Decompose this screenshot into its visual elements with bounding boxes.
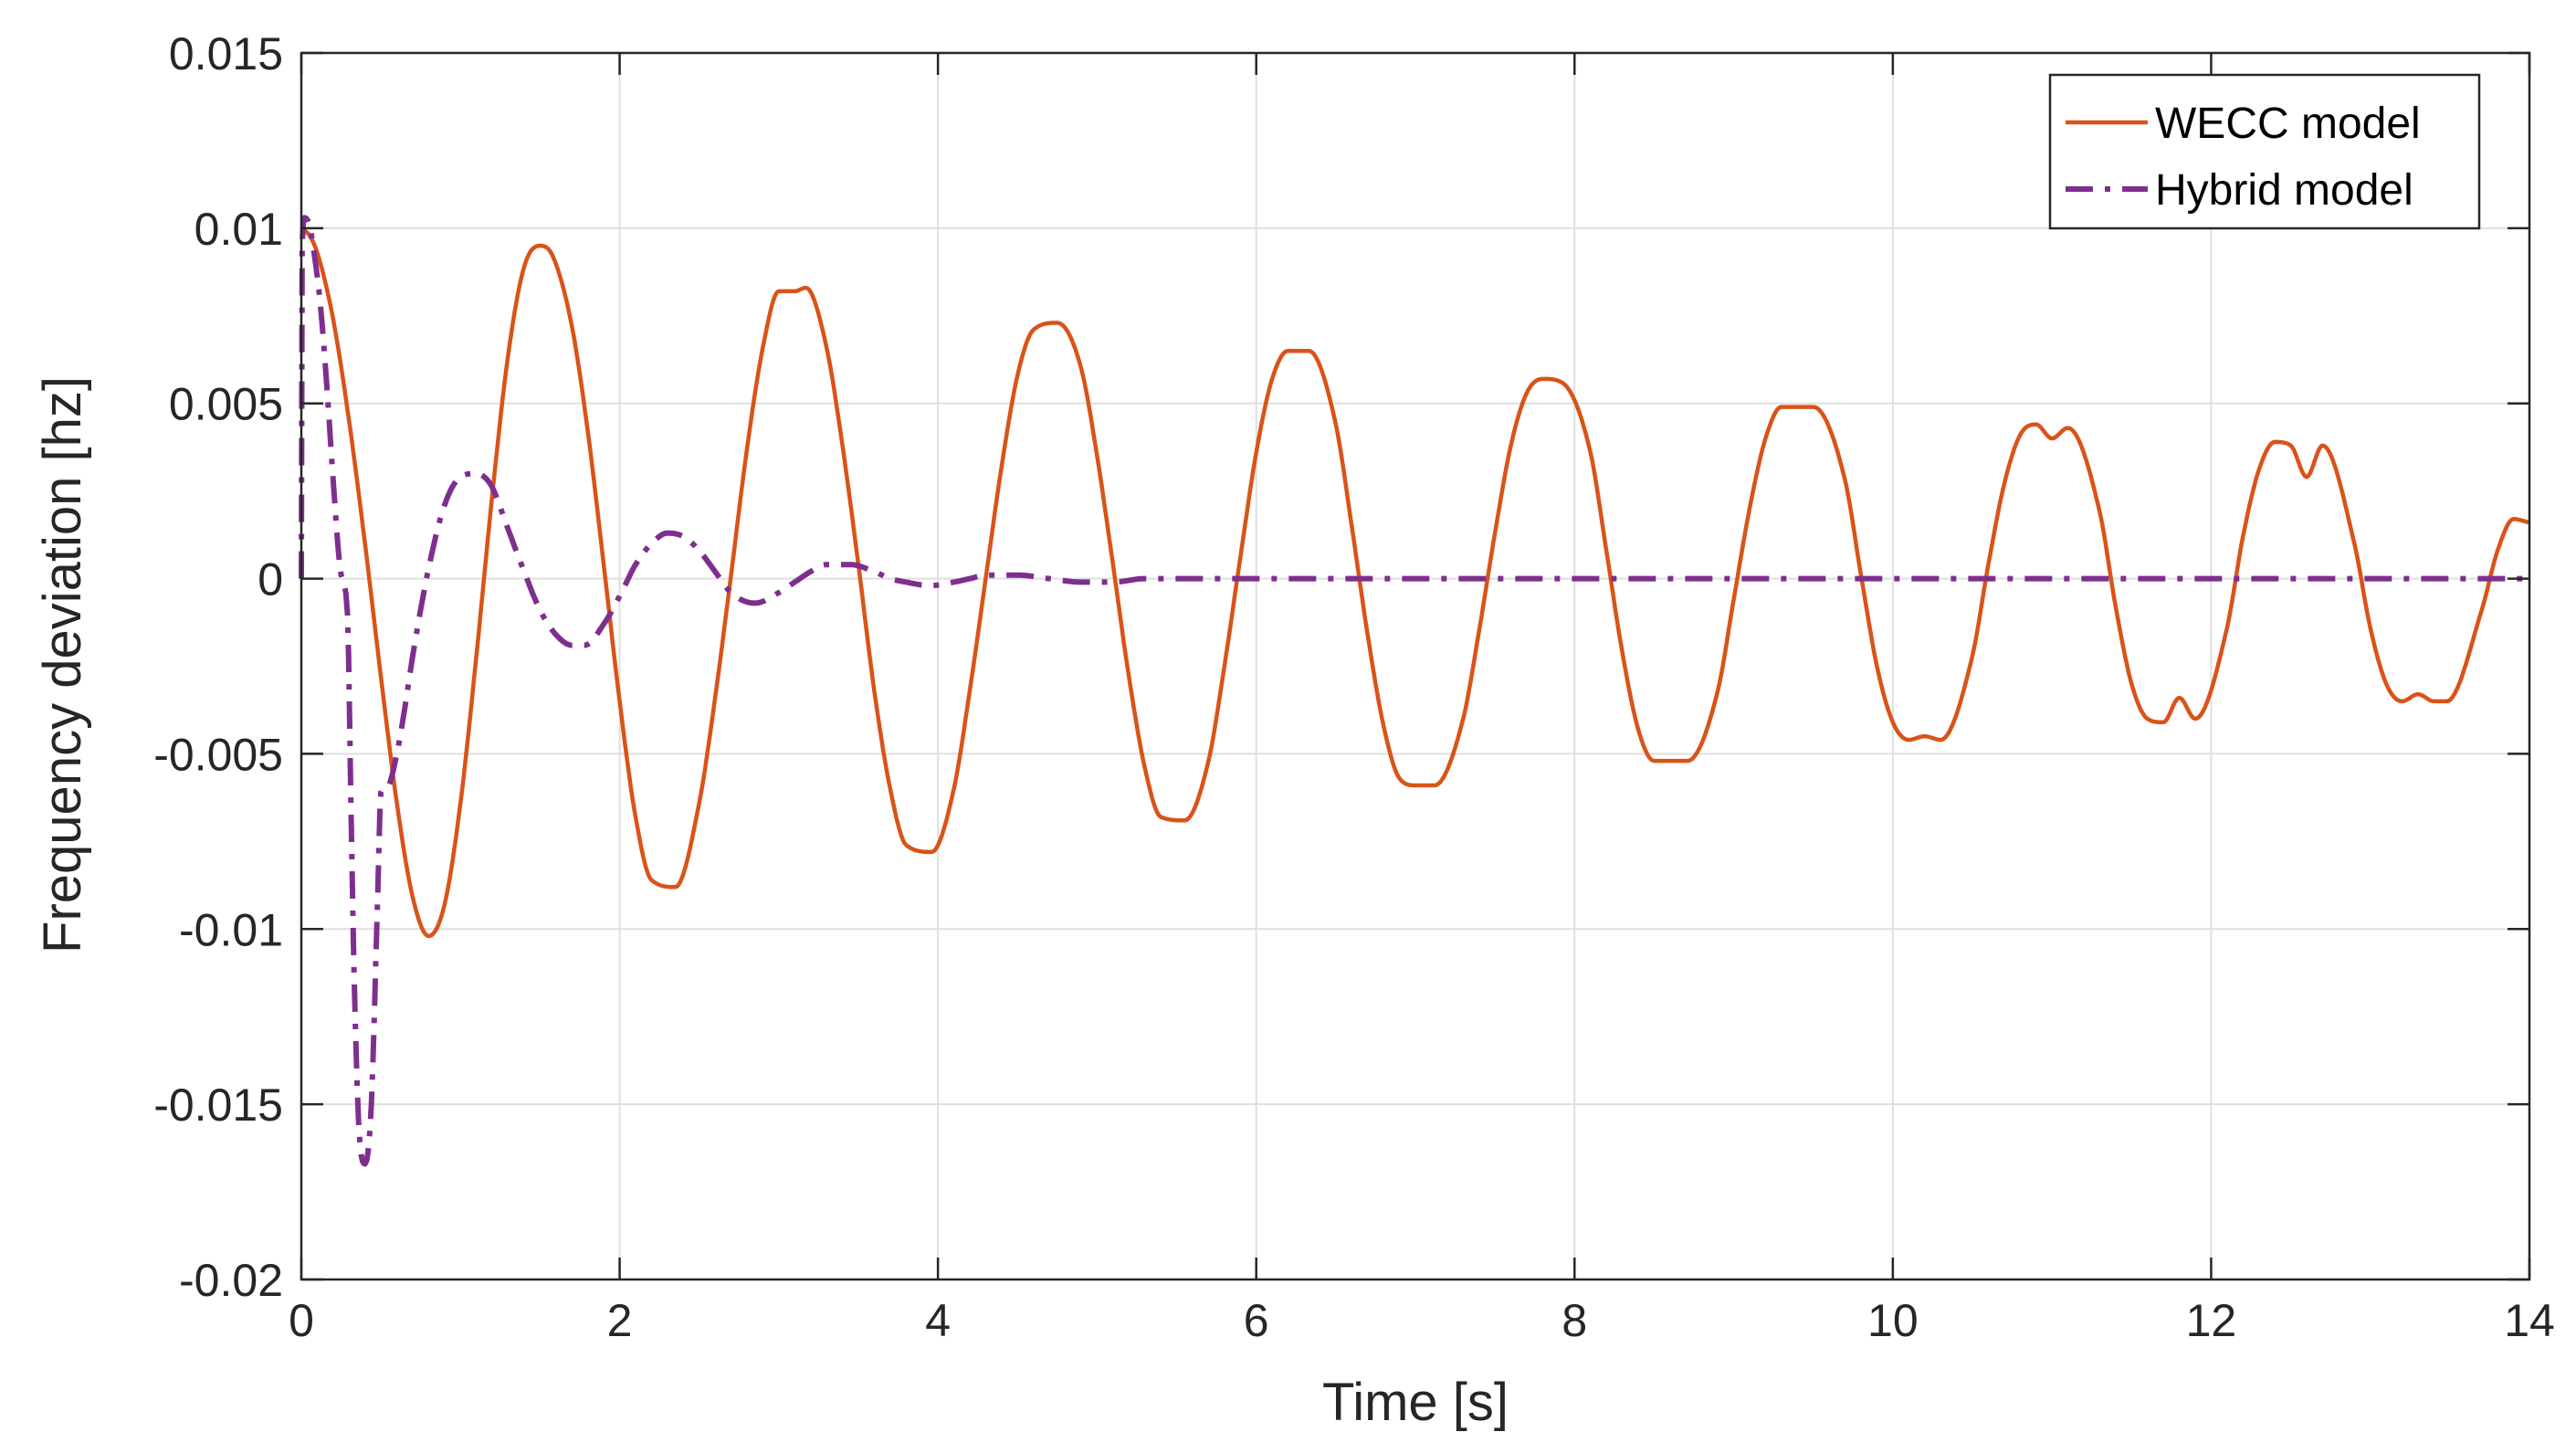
plot-series — [299, 215, 2531, 1167]
x-tick-label: 2 — [607, 1295, 633, 1346]
legend-box — [2048, 73, 2481, 230]
legend-label-wecc: WECC model — [2155, 100, 2421, 148]
y-tick-label: 0.005 — [169, 379, 283, 430]
y-tick-label: 0 — [258, 554, 283, 605]
y-tick-label: 0.015 — [169, 28, 283, 79]
y-tick-label: -0.005 — [153, 729, 283, 780]
x-tick-label: 0 — [289, 1295, 314, 1346]
y-tick-label: -0.015 — [153, 1079, 283, 1131]
y-tick-label: 0.01 — [195, 204, 283, 255]
x-tick-label: 8 — [1561, 1295, 1587, 1346]
x-tick-label: 6 — [1244, 1295, 1269, 1346]
series-line-wecc — [300, 226, 2530, 939]
legend: WECC model Hybrid model — [2048, 73, 2481, 230]
x-axis-label: Time [s] — [1322, 1373, 1509, 1432]
x-tick-label: 10 — [1867, 1295, 1919, 1346]
y-axis-label: Frequency deviation [hz] — [33, 376, 92, 953]
series-line-hybrid — [299, 215, 2531, 1167]
axes-box — [300, 51, 2531, 1281]
x-tick-label: 4 — [925, 1295, 951, 1346]
x-tick-label: 12 — [2186, 1295, 2237, 1346]
x-tick-label: 14 — [2504, 1295, 2555, 1346]
y-tick-label: -0.02 — [179, 1255, 283, 1306]
legend-label-hybrid: Hybrid model — [2155, 166, 2413, 215]
axis-ticks: 0 2 4 6 8 10 12 14 0.015 0.01 0.005 0 -0.005 -0.01 -0.… — [153, 28, 2555, 1346]
y-tick-label: -0.01 — [179, 904, 283, 955]
